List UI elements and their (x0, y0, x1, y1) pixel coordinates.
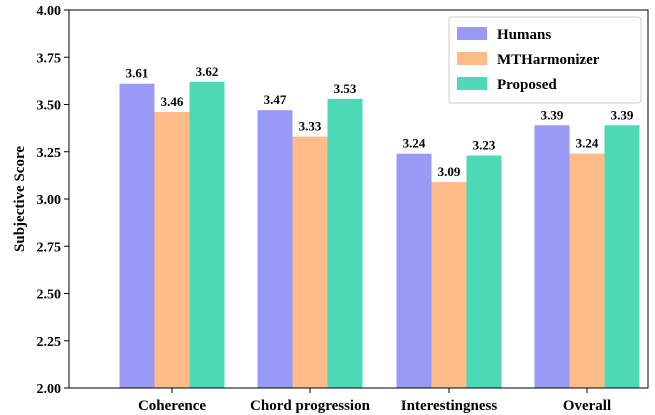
value-label: 3.46 (161, 94, 184, 109)
value-label: 3.39 (611, 107, 634, 122)
y-axis-title: Subjective Score (12, 146, 28, 252)
legend-label: Proposed (497, 77, 557, 93)
legend-swatch-proposed (457, 77, 487, 90)
bar-humans-coherence (119, 83, 155, 389)
y-tick-label: 2.00 (37, 382, 62, 397)
value-label: 3.61 (126, 66, 149, 81)
bars-layer (119, 81, 640, 389)
value-label: 3.23 (473, 138, 496, 153)
y-tick-label: 2.75 (37, 240, 62, 255)
y-tick-label: 3.50 (37, 99, 62, 114)
legend-box (448, 16, 642, 104)
x-category-label: Coherence (138, 398, 206, 414)
value-label: 3.24 (576, 136, 599, 151)
legend-label: Humans (497, 27, 551, 43)
bar-proposed-interestingness (466, 155, 502, 388)
bar-humans-interestingness (396, 153, 432, 388)
plot-frame (68, 9, 649, 389)
bar-humans-chord-progression (257, 110, 293, 389)
value-label: 3.39 (541, 107, 564, 122)
legend-swatch-mtharmonizer (457, 52, 487, 65)
y-tick-label: 3.75 (37, 51, 62, 66)
legend-label: MTHarmonizer (497, 52, 600, 68)
value-label: 3.53 (334, 81, 357, 96)
bar-mtharmonizer-chord-progression (292, 136, 328, 388)
x-category-label: Overall (563, 398, 611, 414)
value-label: 3.24 (403, 136, 426, 151)
bar-mtharmonizer-coherence (154, 112, 190, 388)
x-category-label: Chord progression (250, 398, 371, 414)
bar-mtharmonizer-interestingness (431, 181, 467, 388)
x-axis: Coherence Chord progression Interestingnes… (138, 388, 611, 414)
legend: Humans MTHarmonizer Proposed (448, 16, 642, 104)
y-tick-label: 3.00 (37, 193, 62, 208)
y-axis: 2.00 2.25 2.50 2.75 3.00 3.25 3.50 3.75 4.00 (37, 4, 69, 397)
bar-proposed-overall (604, 125, 640, 388)
value-label: 3.62 (196, 64, 219, 79)
value-label: 3.09 (438, 164, 461, 179)
bar-humans-overall (534, 125, 570, 388)
value-label: 3.47 (264, 92, 287, 107)
value-label: 3.33 (299, 119, 322, 134)
y-tick-label: 4.00 (37, 4, 62, 19)
y-tick-label: 2.25 (37, 335, 62, 350)
value-labels-layer: 3.61 3.47 3.24 3.39 3.46 3.33 3.09 3.24 3.62 3.53… (126, 64, 634, 179)
y-tick-label: 2.50 (37, 288, 62, 303)
y-tick-label: 3.25 (37, 146, 62, 161)
legend-swatch-humans (457, 27, 487, 40)
bar-proposed-coherence (189, 81, 225, 388)
bar-proposed-chord-progression (327, 98, 363, 388)
x-category-label: Interestingness (401, 398, 498, 414)
bar-mtharmonizer-overall (569, 153, 605, 388)
